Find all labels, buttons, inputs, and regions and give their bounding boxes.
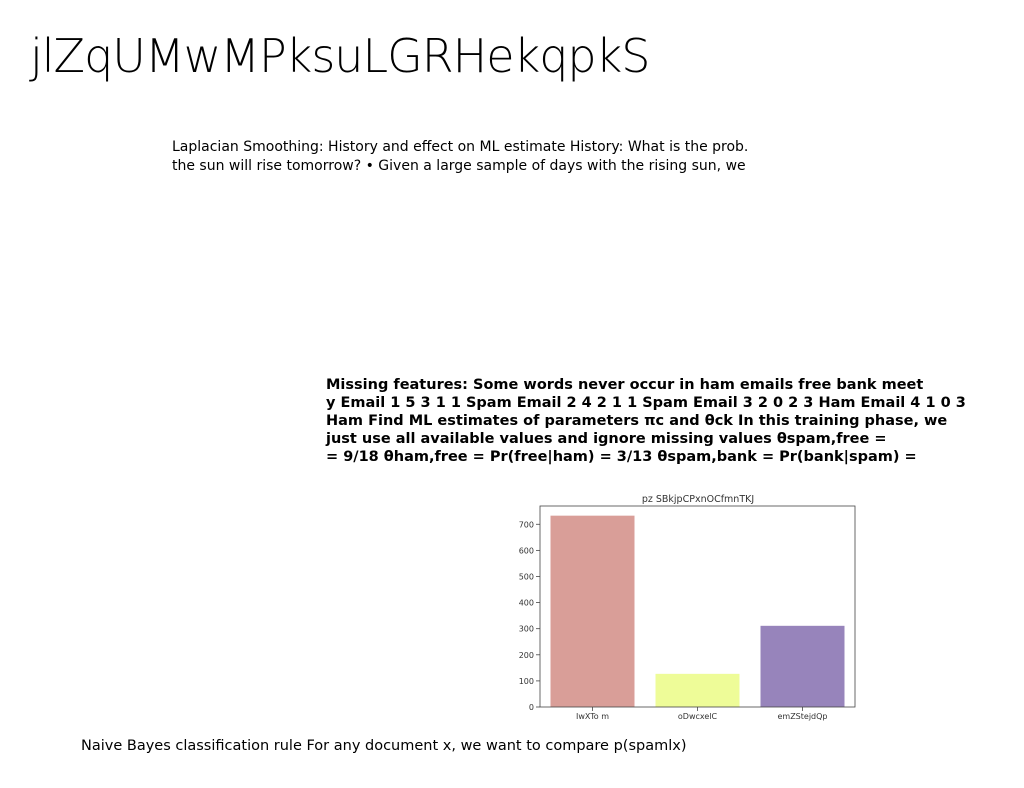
- bar-chart: pz SBkjpCPxnOCfmnTKJ 0 100 200 300 400 500 600…: [519, 494, 856, 721]
- y-tick-label: 400: [519, 599, 534, 608]
- laplacian-smoothing-text: Laplacian Smoothing: History and effect …: [172, 139, 749, 174]
- missing-features-line: = 9/18 θham,free = Pr(free|ham) = 3/13 θ…: [326, 449, 917, 465]
- missing-features-line: Missing features: Some words never occur…: [326, 377, 924, 393]
- y-tick-label: 0: [529, 703, 534, 712]
- y-tick-label: 700: [519, 520, 534, 529]
- missing-features-line: y Email 1 5 3 1 1 Spam Email 2 4 2 1 1 S…: [326, 395, 966, 411]
- y-tick-label: 600: [519, 546, 534, 555]
- y-tick-label: 100: [519, 677, 534, 686]
- bar: [655, 673, 740, 707]
- y-tick-label: 300: [519, 625, 534, 634]
- naive-bayes-text: Naive Bayes classification rule For any …: [81, 738, 687, 754]
- y-tick-label: 500: [519, 572, 534, 581]
- slide-title: jlZqUMwMPksuLGRHekqpkS: [30, 29, 650, 83]
- x-tick-label: emZStejdQp: [777, 712, 827, 721]
- plot-frame: [539, 505, 856, 708]
- missing-features-line: Ham Find ML estimates of parameters πc a…: [326, 413, 948, 429]
- x-tick-label: oDwcxelC: [678, 712, 718, 721]
- missing-features-text: Missing features: Some words never occur…: [326, 376, 1024, 466]
- bar: [760, 625, 845, 707]
- chart-title: pz SBkjpCPxnOCfmnTKJ: [642, 494, 754, 505]
- y-tick-label: 200: [519, 651, 534, 660]
- missing-features-line: just use all available values and ignore…: [326, 431, 887, 447]
- x-tick-label: IwXTo m: [576, 712, 609, 721]
- bar: [550, 515, 635, 707]
